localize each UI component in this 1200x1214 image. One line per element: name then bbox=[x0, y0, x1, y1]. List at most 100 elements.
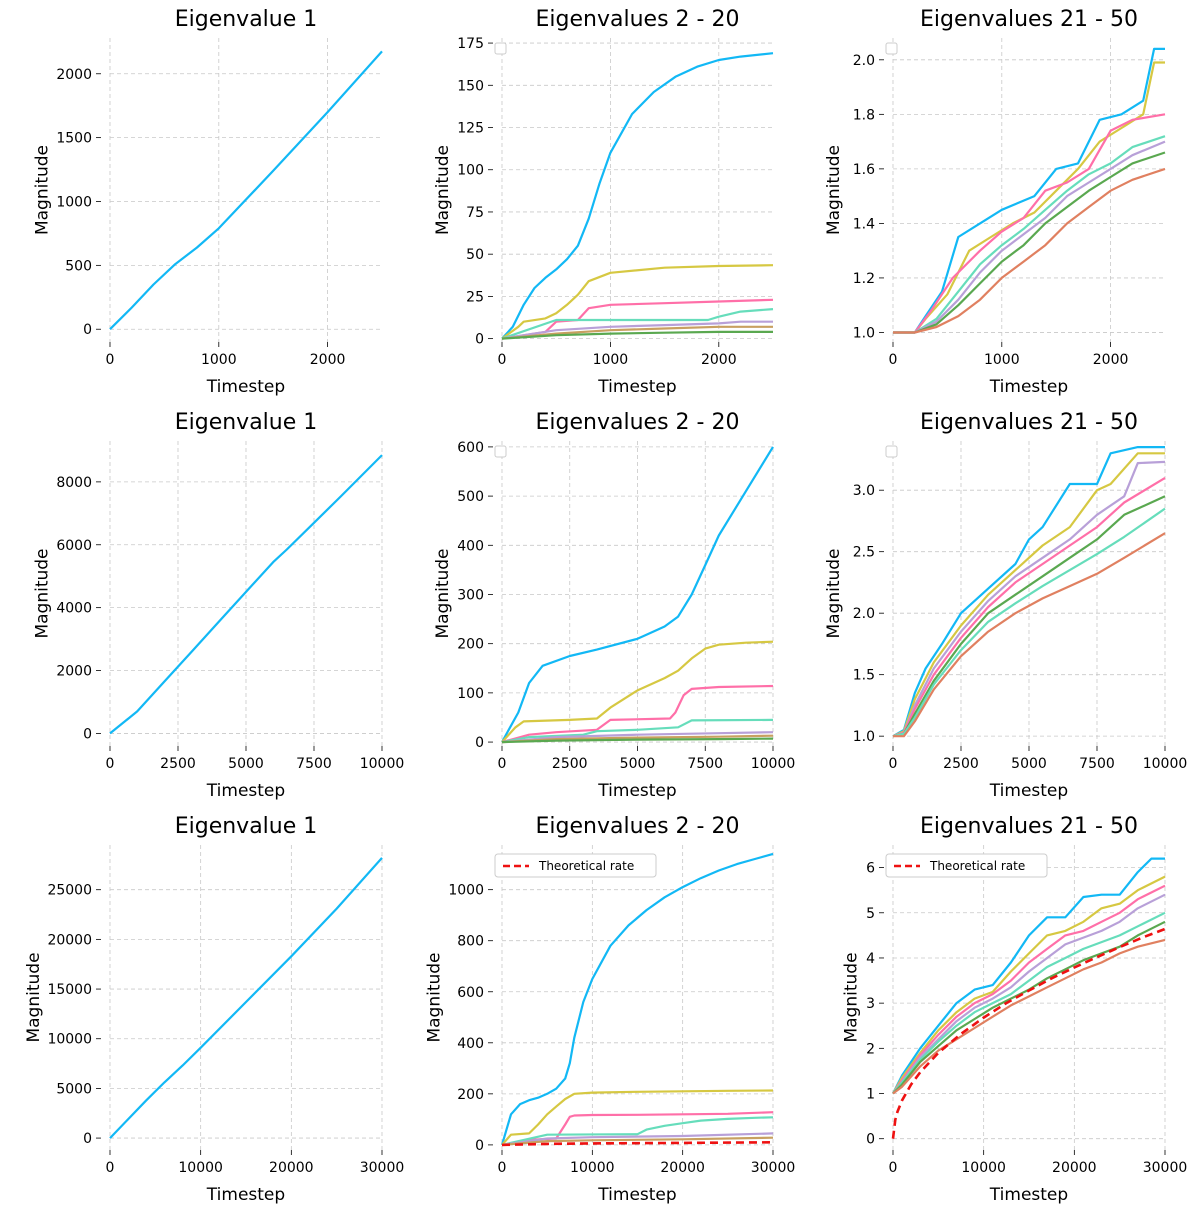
series-line-eig-25 bbox=[892, 495, 1166, 738]
y-tick-label: 0 bbox=[83, 726, 92, 742]
series-line-eig-3 bbox=[501, 264, 774, 340]
y-axis-label: Magnitude bbox=[433, 548, 453, 638]
y-tick-label: 3 bbox=[866, 996, 875, 1012]
x-axis-label: Timestep bbox=[989, 377, 1068, 397]
y-tick-label: 500 bbox=[457, 489, 484, 505]
legend bbox=[494, 42, 507, 55]
y-tick-label: 50 bbox=[466, 247, 484, 263]
x-tick-label: 1000 bbox=[201, 352, 237, 368]
series-line-eig-3 bbox=[501, 1089, 774, 1146]
y-tick-label: 5 bbox=[866, 906, 875, 922]
legend bbox=[885, 42, 898, 55]
subplot-3-2: 0 10000 20000 30000 0 200 400 600 800 1000 Eigenva… bbox=[425, 814, 796, 1205]
series-line-eig-1 bbox=[109, 454, 383, 735]
x-tick-label: 7500 bbox=[1079, 756, 1115, 772]
x-tick-label: 30000 bbox=[1143, 1160, 1188, 1176]
x-tick-label: 2000 bbox=[701, 352, 737, 368]
y-tick-label: 4 bbox=[866, 951, 875, 967]
y-tick-label: 200 bbox=[457, 637, 484, 653]
series-line-eig-25 bbox=[892, 911, 1166, 1095]
series-line-eig-8 bbox=[501, 737, 774, 744]
series-line-eig-2 bbox=[500, 852, 774, 1146]
y-tick-label: 0 bbox=[475, 332, 484, 348]
y-tick-label: 0 bbox=[866, 1132, 875, 1148]
series-line-eig-24 bbox=[893, 135, 1166, 334]
y-tick-label: 6 bbox=[866, 861, 875, 877]
y-tick-label: 1000 bbox=[56, 194, 92, 210]
x-axis-label: Timestep bbox=[989, 1185, 1068, 1205]
y-tick-label: 2.5 bbox=[853, 545, 875, 561]
y-tick-label: 200 bbox=[457, 1087, 484, 1103]
y-tick-label: 175 bbox=[457, 36, 484, 52]
x-tick-label: 0 bbox=[498, 1160, 507, 1176]
y-axis-label: Magnitude bbox=[824, 548, 844, 638]
series-line-eig-24 bbox=[892, 893, 1166, 1095]
y-axis-label: Magnitude bbox=[33, 145, 53, 235]
series-line-eig-23 bbox=[892, 884, 1166, 1095]
x-tick-label: 5000 bbox=[620, 756, 656, 772]
legend-box-empty bbox=[885, 42, 898, 55]
series-line-eig-23 bbox=[893, 113, 1166, 334]
x-tick-label: 1000 bbox=[984, 352, 1020, 368]
y-tick-label: 3.0 bbox=[853, 483, 875, 499]
legend: Theoretical rate bbox=[494, 853, 657, 878]
y-tick-label: 1.6 bbox=[853, 162, 875, 178]
subplot-title: Eigenvalue 1 bbox=[175, 814, 318, 839]
y-tick-label: 75 bbox=[466, 205, 484, 221]
y-tick-label: 600 bbox=[457, 440, 484, 456]
series-line-eig-26 bbox=[893, 151, 1166, 334]
series-line-eig-27 bbox=[892, 938, 1166, 1095]
subplot-2-2: 0 2500 5000 7500 10000 0 100 200 300 400 500 600 Eig… bbox=[433, 410, 795, 801]
x-tick-label: 10000 bbox=[751, 756, 796, 772]
series-line-eig-5 bbox=[501, 1116, 774, 1146]
x-tick-label: 0 bbox=[106, 756, 115, 772]
y-tick-label: 25 bbox=[466, 289, 484, 305]
series-line-eig-7 bbox=[501, 1136, 774, 1146]
y-tick-label: 400 bbox=[457, 538, 484, 554]
series-line-eig-23 bbox=[892, 460, 1166, 738]
subplot-title: Eigenvalues 21 - 50 bbox=[920, 410, 1138, 435]
y-tick-label: 6000 bbox=[56, 538, 92, 554]
x-axis-label: Timestep bbox=[597, 377, 676, 397]
series-line-eig-27 bbox=[893, 532, 1166, 738]
x-tick-label: 20000 bbox=[1052, 1160, 1097, 1176]
y-tick-label: 8000 bbox=[56, 475, 92, 491]
series-line-theoretical-rate bbox=[501, 1141, 774, 1147]
series-line-eig-6 bbox=[501, 731, 774, 744]
y-tick-label: 2000 bbox=[56, 67, 92, 83]
x-tick-label: 0 bbox=[498, 756, 507, 772]
x-tick-label: 20000 bbox=[269, 1160, 314, 1176]
subplot-title: Eigenvalues 2 - 20 bbox=[536, 410, 740, 435]
legend-box bbox=[494, 853, 657, 878]
subplot-title: Eigenvalues 2 - 20 bbox=[536, 7, 740, 32]
series-line-eig-6 bbox=[501, 1132, 774, 1146]
x-tick-label: 0 bbox=[889, 1160, 898, 1176]
x-tick-label: 7500 bbox=[687, 756, 723, 772]
subplot-1-2: 0 1000 2000 0 25 50 75 100 125 150 175 Eigenvalues … bbox=[433, 7, 774, 397]
y-tick-label: 1.4 bbox=[853, 216, 875, 232]
legend bbox=[885, 445, 898, 458]
x-tick-label: 10000 bbox=[961, 1160, 1006, 1176]
legend-label: Theoretical rate bbox=[929, 859, 1025, 873]
y-axis-label: Magnitude bbox=[24, 952, 44, 1042]
x-axis-label: Timestep bbox=[597, 1185, 676, 1205]
x-tick-label: 2500 bbox=[160, 756, 196, 772]
x-tick-label: 0 bbox=[106, 1160, 115, 1176]
x-tick-label: 30000 bbox=[360, 1160, 405, 1176]
y-tick-label: 150 bbox=[457, 78, 484, 94]
y-tick-label: 4000 bbox=[56, 601, 92, 617]
y-tick-label: 2.0 bbox=[853, 53, 875, 69]
y-tick-label: 1.5 bbox=[853, 668, 875, 684]
legend bbox=[494, 445, 507, 458]
x-tick-label: 2000 bbox=[310, 352, 346, 368]
series-line-eig-6 bbox=[501, 320, 773, 340]
y-tick-label: 2.0 bbox=[853, 606, 875, 622]
y-tick-label: 300 bbox=[457, 587, 484, 603]
series-line-eig-21 bbox=[892, 446, 1165, 738]
y-axis-label: Magnitude bbox=[841, 952, 861, 1042]
series-line-eig-26 bbox=[892, 920, 1166, 1095]
x-tick-label: 7500 bbox=[296, 756, 332, 772]
x-tick-label: 10000 bbox=[1143, 756, 1188, 772]
y-tick-label: 0 bbox=[475, 735, 484, 751]
subplot-title: Eigenvalues 21 - 50 bbox=[920, 814, 1138, 839]
